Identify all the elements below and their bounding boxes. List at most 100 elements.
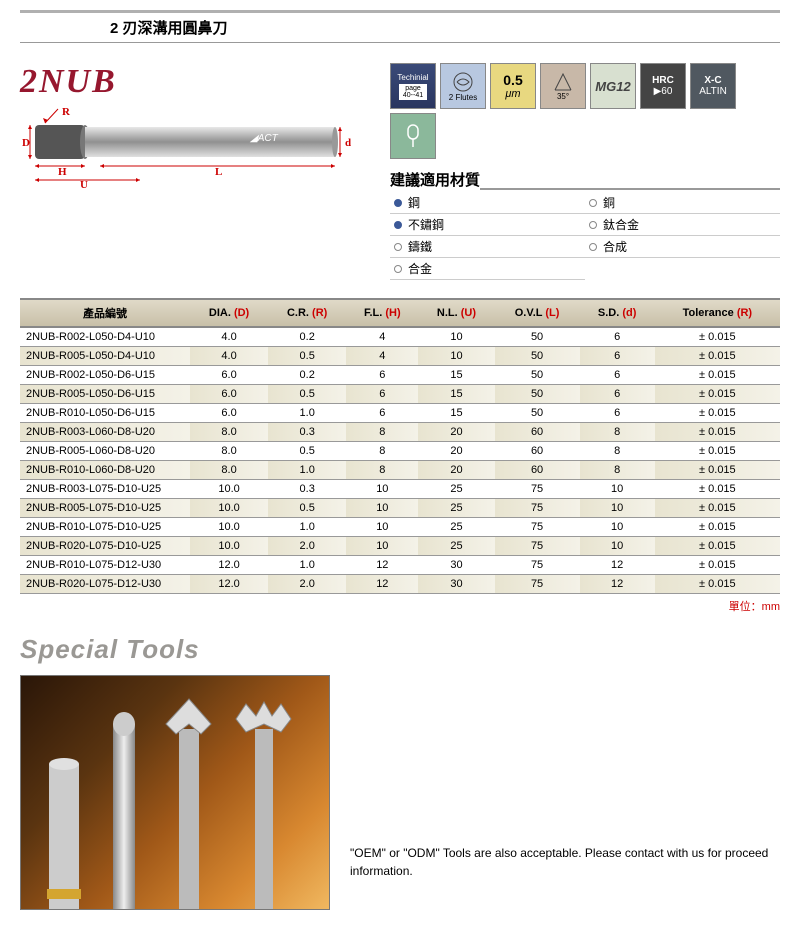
- table-row: 2NUB-R020-L075-D10-U2510.02.010257510± 0…: [20, 537, 780, 556]
- bullet-icon: [394, 265, 402, 273]
- table-cell: 2NUB-R003-L075-D10-U25: [20, 480, 190, 499]
- badge-text: Techinial: [397, 73, 428, 82]
- svg-text:U: U: [80, 179, 88, 191]
- col-header: F.L. (H): [346, 299, 418, 327]
- table-cell: ± 0.015: [655, 461, 780, 480]
- table-cell: 10: [580, 480, 655, 499]
- table-cell: ± 0.015: [655, 518, 780, 537]
- table-cell: 4: [346, 327, 418, 347]
- special-tools-text: "OEM" or "ODM" Tools are also acceptable…: [350, 844, 780, 910]
- badge-hrc: HRC ▶60: [640, 63, 686, 109]
- material-label: 合金: [408, 260, 432, 277]
- table-cell: 12: [580, 556, 655, 575]
- table-row: 2NUB-R005-L075-D10-U2510.00.510257510± 0…: [20, 499, 780, 518]
- table-cell: 1.0: [268, 518, 346, 537]
- material-label: 鋼: [408, 194, 420, 211]
- table-cell: 0.3: [268, 480, 346, 499]
- badge-technical: Techinial page40--41: [390, 63, 436, 109]
- material-cell: 銅: [585, 192, 780, 214]
- table-cell: 6.0: [190, 404, 268, 423]
- svg-text:L: L: [215, 166, 222, 178]
- table-cell: 1.0: [268, 404, 346, 423]
- page-title-bar: 2 刃深溝用圓鼻刀: [20, 10, 780, 43]
- table-row: 2NUB-R002-L050-D4-U104.00.2410506± 0.015: [20, 327, 780, 347]
- table-row: 2NUB-R002-L050-D6-U156.00.2615506± 0.015: [20, 366, 780, 385]
- table-cell: 60: [495, 423, 580, 442]
- col-header: C.R. (R): [268, 299, 346, 327]
- table-cell: 2NUB-R010-L060-D8-U20: [20, 461, 190, 480]
- bullet-icon: [589, 199, 597, 207]
- special-tools-title: Special Tools: [20, 634, 780, 665]
- table-cell: ± 0.015: [655, 480, 780, 499]
- table-row: 2NUB-R005-L050-D6-U156.00.5615506± 0.015: [20, 385, 780, 404]
- table-cell: 8.0: [190, 442, 268, 461]
- table-cell: 10: [418, 347, 494, 366]
- table-cell: ± 0.015: [655, 442, 780, 461]
- table-row: 2NUB-R005-L050-D4-U104.00.5410506± 0.015: [20, 347, 780, 366]
- bullet-icon: [394, 221, 402, 229]
- material-cell: 不鏽鋼: [390, 214, 585, 236]
- table-cell: 10: [580, 499, 655, 518]
- table-cell: 12: [580, 575, 655, 594]
- table-cell: 20: [418, 442, 494, 461]
- svg-text:R: R: [62, 106, 71, 118]
- table-cell: 12.0: [190, 575, 268, 594]
- table-row: 2NUB-R005-L060-D8-U208.00.5820608± 0.015: [20, 442, 780, 461]
- table-cell: 6: [580, 366, 655, 385]
- table-cell: 6.0: [190, 385, 268, 404]
- table-cell: 8: [346, 442, 418, 461]
- model-code: 2NUB: [20, 63, 370, 101]
- material-cell: 鋼: [390, 192, 585, 214]
- table-row: 2NUB-R003-L075-D10-U2510.00.310257510± 0…: [20, 480, 780, 499]
- table-cell: 50: [495, 347, 580, 366]
- table-cell: 8: [346, 461, 418, 480]
- table-cell: 12: [346, 575, 418, 594]
- badge-text: 2 Flutes: [449, 93, 477, 102]
- table-cell: 15: [418, 385, 494, 404]
- bullet-icon: [589, 221, 597, 229]
- table-cell: ± 0.015: [655, 556, 780, 575]
- bullet-icon: [394, 243, 402, 251]
- table-cell: 10.0: [190, 499, 268, 518]
- col-header: 產品編號: [20, 299, 190, 327]
- table-cell: 8: [580, 442, 655, 461]
- material-cell: 鈦合金: [585, 214, 780, 236]
- table-cell: 0.2: [268, 366, 346, 385]
- material-label: 合成: [603, 238, 627, 255]
- table-cell: 10.0: [190, 480, 268, 499]
- table-cell: 6: [580, 327, 655, 347]
- svg-text:H: H: [58, 166, 67, 178]
- table-cell: 20: [418, 423, 494, 442]
- materials-header: 建議適用材質: [390, 169, 780, 190]
- table-row: 2NUB-R010-L050-D6-U156.01.0615506± 0.015: [20, 404, 780, 423]
- table-cell: 30: [418, 556, 494, 575]
- bullet-icon: [394, 199, 402, 207]
- badge-flutes: 2 Flutes: [440, 63, 486, 109]
- table-cell: 6: [346, 385, 418, 404]
- table-cell: 2.0: [268, 537, 346, 556]
- special-tools-image: [20, 675, 330, 910]
- table-cell: 6: [580, 347, 655, 366]
- table-cell: 6: [346, 366, 418, 385]
- table-cell: 2NUB-R002-L050-D6-U15: [20, 366, 190, 385]
- tool-diagram: R D d H: [20, 103, 370, 198]
- svg-text:D: D: [22, 137, 30, 149]
- table-cell: 12: [346, 556, 418, 575]
- table-cell: 6: [346, 404, 418, 423]
- badges-row: Techinial page40--41 2 Flutes 0.5 μm 35°…: [390, 63, 780, 159]
- table-cell: 2NUB-R002-L050-D4-U10: [20, 327, 190, 347]
- badge-angle: 35°: [540, 63, 586, 109]
- table-row: 2NUB-R020-L075-D12-U3012.02.012307512± 0…: [20, 575, 780, 594]
- table-cell: 2NUB-R020-L075-D12-U30: [20, 575, 190, 594]
- hero-section: 2NUB R D d: [20, 63, 780, 280]
- table-cell: 25: [418, 537, 494, 556]
- table-cell: ± 0.015: [655, 404, 780, 423]
- svg-text:d: d: [345, 137, 351, 149]
- table-cell: 20: [418, 461, 494, 480]
- table-cell: ± 0.015: [655, 575, 780, 594]
- badge-micron: 0.5 μm: [490, 63, 536, 109]
- table-cell: 10: [346, 480, 418, 499]
- material-label: 銅: [603, 194, 615, 211]
- materials-grid: 鋼銅不鏽鋼鈦合金鑄鐵合成合金: [390, 192, 780, 280]
- table-row: 2NUB-R003-L060-D8-U208.00.3820608± 0.015: [20, 423, 780, 442]
